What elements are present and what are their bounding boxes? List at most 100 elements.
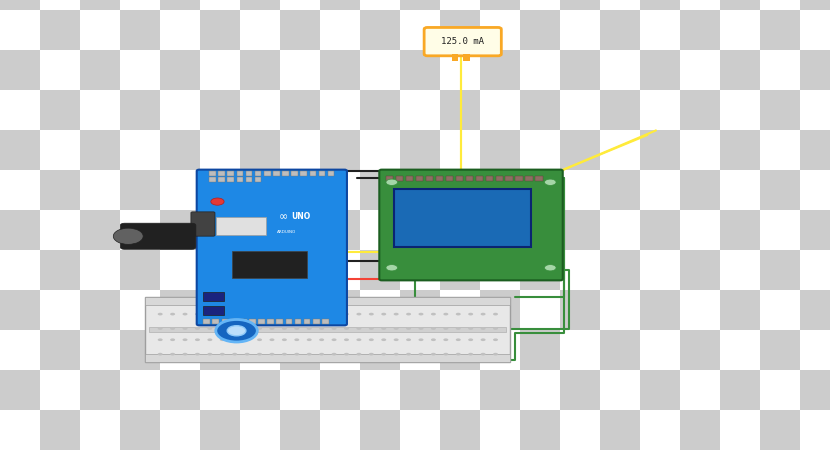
Bar [600, 250, 640, 290]
Bar [720, 210, 760, 250]
Bar [640, 170, 680, 210]
Text: ARDUINO: ARDUINO [276, 230, 296, 234]
Bar [40, 410, 80, 450]
Bar [300, 171, 307, 176]
Bar [280, 10, 320, 50]
Bar [310, 171, 316, 176]
Circle shape [331, 327, 336, 330]
Bar [440, 10, 480, 50]
Bar [496, 176, 503, 181]
Bar [406, 176, 413, 181]
Bar [280, 90, 320, 130]
Bar [680, 130, 720, 170]
Circle shape [295, 313, 300, 315]
Bar [440, 370, 480, 410]
Bar [720, 0, 760, 10]
Bar [145, 297, 510, 362]
Circle shape [220, 353, 225, 356]
Bar [280, 370, 320, 410]
Bar [800, 90, 830, 130]
Bar [400, 170, 440, 210]
Bar [800, 10, 830, 50]
Bar [800, 210, 830, 250]
Circle shape [245, 353, 250, 356]
Circle shape [344, 327, 349, 330]
Bar [212, 319, 219, 324]
Bar [160, 330, 200, 370]
Bar [203, 292, 224, 301]
Bar [80, 50, 120, 90]
Bar [525, 176, 533, 181]
Bar [255, 171, 261, 176]
Bar [520, 330, 560, 370]
Bar [480, 10, 520, 50]
Bar [400, 90, 440, 130]
Bar [240, 10, 280, 50]
Circle shape [369, 338, 374, 341]
Bar [560, 10, 600, 50]
Bar [200, 210, 240, 250]
Circle shape [282, 338, 287, 341]
Circle shape [257, 313, 262, 315]
Bar [80, 370, 120, 410]
Bar [760, 330, 800, 370]
Circle shape [544, 179, 556, 185]
Circle shape [331, 313, 336, 315]
Circle shape [270, 327, 275, 330]
Circle shape [406, 353, 411, 356]
Bar [240, 0, 280, 10]
Circle shape [468, 327, 473, 330]
Bar [640, 370, 680, 410]
Bar [720, 330, 760, 370]
Bar [200, 370, 240, 410]
Bar [560, 50, 600, 90]
Bar [319, 171, 325, 176]
Bar [232, 251, 307, 278]
Bar [120, 10, 160, 50]
Bar [486, 176, 493, 181]
FancyBboxPatch shape [424, 27, 501, 56]
Bar [400, 370, 440, 410]
Bar [360, 50, 400, 90]
Bar [600, 50, 640, 90]
Bar [360, 330, 400, 370]
Bar [440, 130, 480, 170]
Bar [640, 10, 680, 50]
Bar [480, 0, 520, 10]
Bar [440, 250, 480, 290]
Bar [680, 50, 720, 90]
Bar [440, 90, 480, 130]
Bar [160, 50, 200, 90]
Bar [0, 90, 40, 130]
Bar [600, 210, 640, 250]
Bar [360, 130, 400, 170]
Bar [320, 170, 360, 210]
Bar [80, 410, 120, 450]
Bar [640, 290, 680, 330]
Circle shape [344, 353, 349, 356]
Bar [0, 410, 40, 450]
Bar [80, 290, 120, 330]
Bar [240, 50, 280, 90]
Bar [760, 170, 800, 210]
Bar [0, 50, 40, 90]
Bar [640, 90, 680, 130]
Bar [515, 176, 523, 181]
Circle shape [158, 353, 163, 356]
Circle shape [208, 338, 212, 341]
Bar [120, 170, 160, 210]
Bar [282, 171, 289, 176]
Bar [273, 171, 280, 176]
Bar [200, 330, 240, 370]
Bar [320, 50, 360, 90]
Bar [560, 90, 600, 130]
Bar [560, 370, 600, 410]
Bar [720, 90, 760, 130]
Bar [320, 370, 360, 410]
Bar [800, 290, 830, 330]
Bar [640, 330, 680, 370]
Circle shape [481, 353, 486, 356]
Text: UNO: UNO [291, 212, 310, 221]
Bar [520, 370, 560, 410]
Bar [227, 177, 234, 182]
